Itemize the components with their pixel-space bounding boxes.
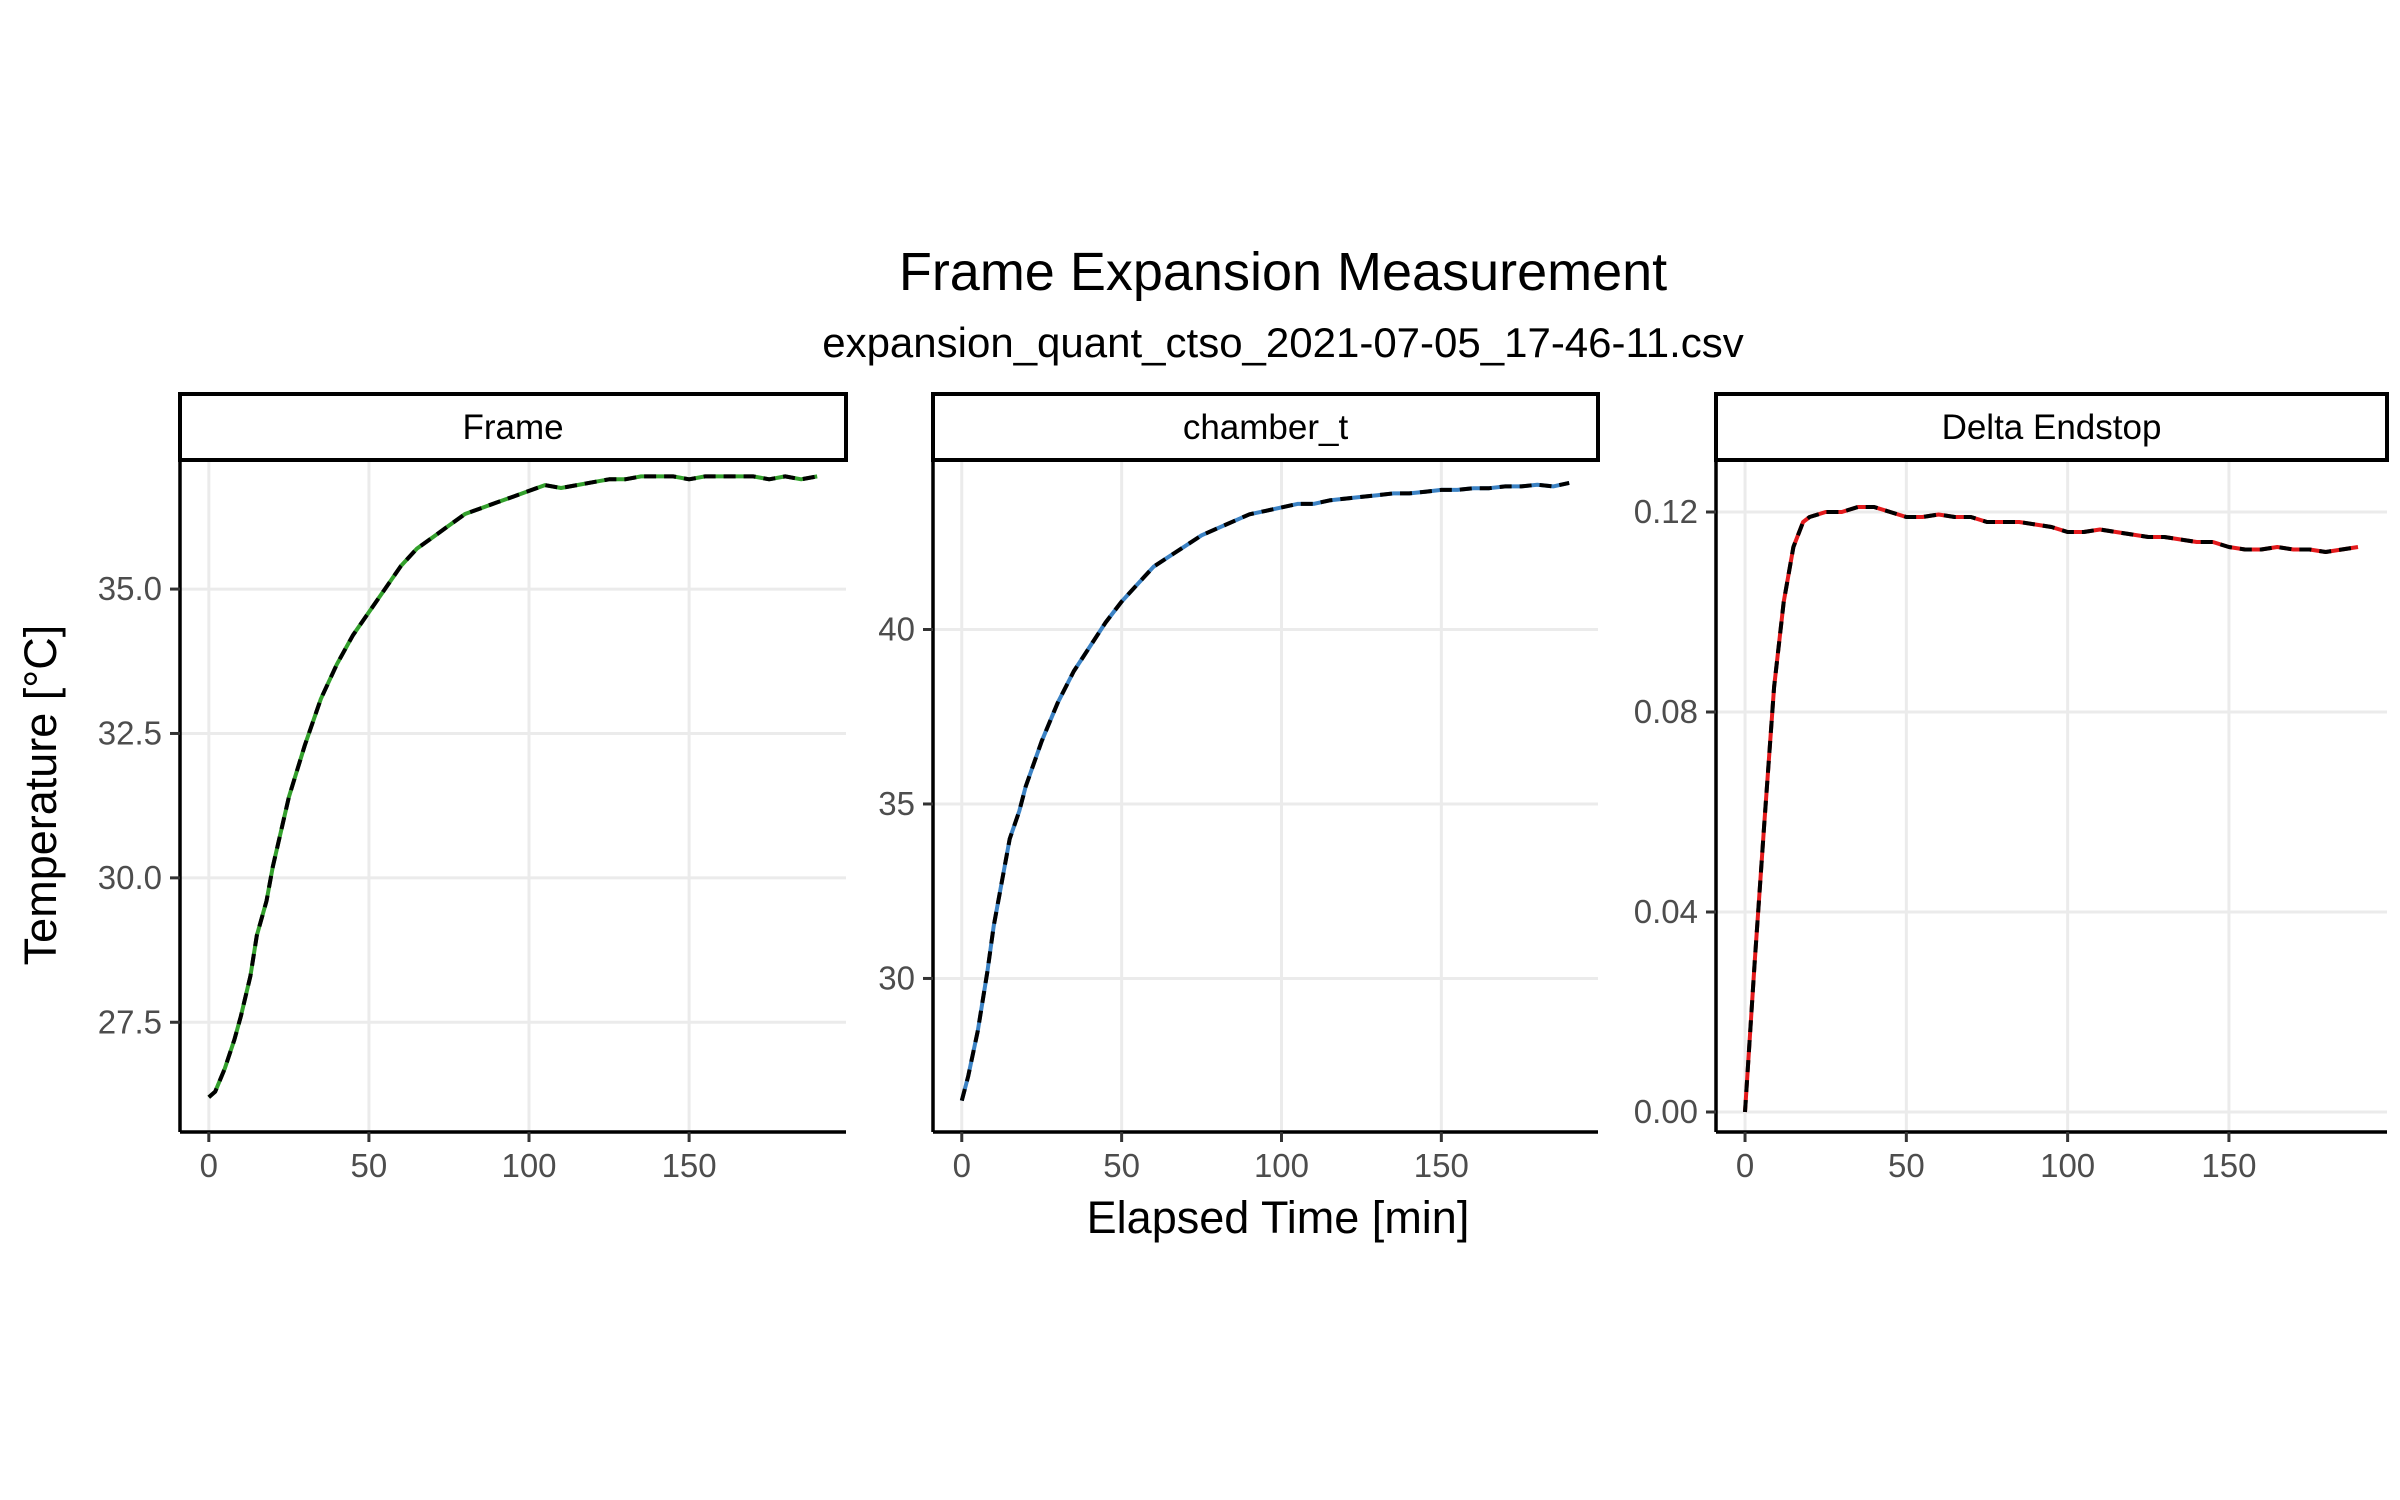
- y-tick-label: 35.0: [98, 570, 162, 607]
- panel-chamber-t: chamber_t 30 35 40 0 50 100 150: [878, 392, 1600, 1184]
- series-line: [207, 474, 818, 1099]
- y-axis-title: Temperature [°C]: [15, 625, 66, 966]
- strip-label: Delta Endstop: [1942, 408, 2162, 447]
- x-tick-label: 150: [662, 1147, 717, 1184]
- chart-title: Frame Expansion Measurement: [899, 242, 1667, 302]
- y-tick-label: 30: [878, 959, 915, 996]
- series-line: [1743, 505, 2359, 1113]
- series-overlay-line: [959, 480, 1570, 1102]
- y-tick-label: 0.00: [1634, 1093, 1698, 1130]
- x-tick-label: 100: [501, 1147, 556, 1184]
- x-tick-label: 100: [2040, 1147, 2095, 1184]
- panel-delta-endstop: Delta Endstop 0.00 0.04 0.08 0.12 0 50 100 150: [1634, 392, 2389, 1184]
- x-tick-label: 50: [1888, 1147, 1925, 1184]
- facet-panels: Frame 27.5 30.0 32.5 35.0 0 50 100 150 chamber_t 3…: [98, 392, 2389, 1184]
- y-tick-label: 0.04: [1634, 893, 1698, 930]
- series-overlay-line: [1743, 505, 2359, 1113]
- y-tick-label: 27.5: [98, 1003, 162, 1040]
- x-tick-label: 0: [200, 1147, 218, 1184]
- x-tick-label: 0: [1736, 1147, 1754, 1184]
- x-tick-label: 150: [2201, 1147, 2256, 1184]
- strip-box: [931, 392, 1600, 462]
- y-tick-label: 40: [878, 611, 915, 648]
- strip-box: [1714, 392, 2389, 462]
- x-tick-label: 50: [1103, 1147, 1140, 1184]
- chart-subtitle: expansion_quant_ctso_2021-07-05_17-46-11…: [822, 319, 1744, 366]
- x-axis-title: Elapsed Time [min]: [1087, 1192, 1470, 1243]
- series-line: [959, 480, 1570, 1102]
- y-tick-label: 32.5: [98, 714, 162, 751]
- x-tick-label: 100: [1254, 1147, 1309, 1184]
- series-overlay-line: [207, 474, 818, 1099]
- strip-box: [178, 392, 848, 462]
- y-tick-label: 0.12: [1634, 493, 1698, 530]
- strip-label: Frame: [462, 408, 563, 447]
- panel-frame: Frame 27.5 30.0 32.5 35.0 0 50 100 150: [98, 392, 848, 1184]
- strip-label: chamber_t: [1183, 408, 1349, 447]
- y-tick-label: 35: [878, 785, 915, 822]
- x-tick-label: 0: [953, 1147, 971, 1184]
- y-tick-label: 30.0: [98, 859, 162, 896]
- y-tick-label: 0.08: [1634, 693, 1698, 730]
- x-tick-label: 50: [351, 1147, 388, 1184]
- x-tick-label: 150: [1414, 1147, 1469, 1184]
